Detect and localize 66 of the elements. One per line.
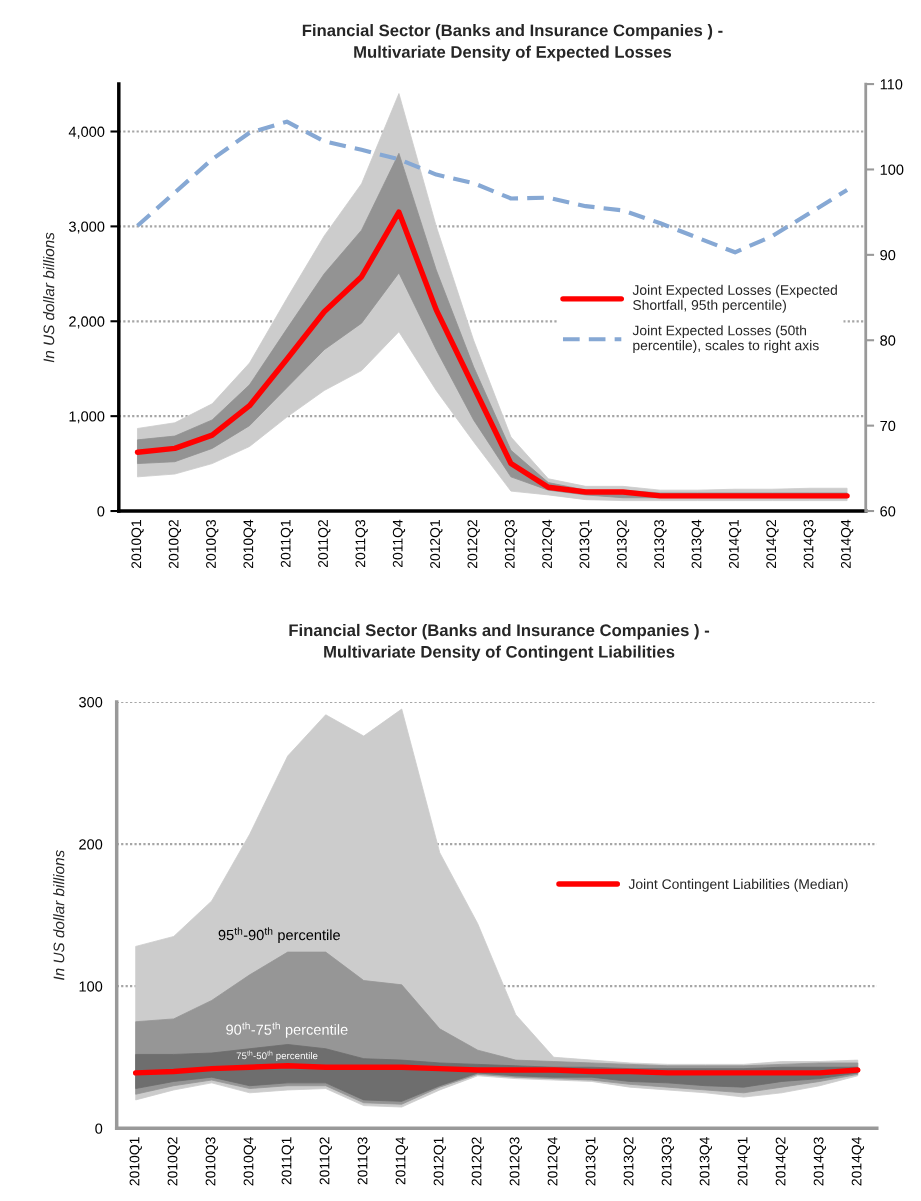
x-tick-label: 2011Q1: [280, 520, 294, 568]
x-tick-label: 2013Q3: [661, 1137, 674, 1186]
y2-tick-label: 90: [880, 249, 896, 261]
y-tick-label: 100: [79, 981, 103, 992]
x-tick-label: 2012Q2: [471, 1137, 484, 1186]
x-tick-label: 2011Q3: [357, 1137, 370, 1185]
y2-tick-label: 80: [880, 335, 896, 346]
x-tick-label: 2013Q2: [616, 520, 630, 569]
x-tick-label: 2010Q2: [167, 1137, 180, 1186]
legend-label: Joint Contingent Liabilities (Median): [628, 878, 848, 892]
x-tick-label: 2013Q1: [585, 1137, 598, 1186]
x-tick-label: 2010Q3: [205, 1137, 218, 1186]
x-tick-label: 2012Q4: [542, 519, 555, 569]
chart-title: Financial Sector (Banks and Insurance Companies ) - Multivariate Density of Contingent Liabilities: [289, 623, 710, 662]
x-tick-label: 2013Q1: [579, 520, 592, 569]
y-tick-label: 3,000: [68, 221, 105, 234]
x-tick-label: 2011Q1: [281, 1137, 294, 1185]
y2-tick-label: 60: [880, 506, 896, 517]
line-series: [135, 119, 850, 255]
annotation: 95$^{th}$-90$^{th}$ percentile: [218, 927, 340, 944]
x-tick-label: 2010Q1: [131, 520, 144, 569]
legend-label: Joint Expected Losses (50th percentile), scales to right axis: [632, 325, 819, 354]
x-tick-label: 2014Q1: [728, 520, 742, 569]
x-tick-label: 2011Q4: [395, 1137, 408, 1185]
y-axis-title: In US dollar billions: [53, 850, 65, 980]
x-tick-label: 2014Q2: [775, 1137, 788, 1186]
x-tick-label: 2012Q1: [433, 1137, 446, 1186]
x-tick-label: 2014Q2: [766, 520, 779, 569]
x-tick-label: 2013Q4: [699, 1137, 712, 1186]
y-axis-title: In US dollar billions: [43, 232, 55, 363]
y-tick-label: 0: [95, 1123, 103, 1134]
x-tick-label: 2012Q3: [504, 519, 518, 569]
x-tick-label: 2010Q4: [243, 1137, 256, 1186]
y2-tick-label: 100: [880, 164, 904, 175]
x-tick-label: 2010Q3: [206, 519, 219, 569]
x-tick-label: 2011Q4: [392, 519, 406, 568]
x-tick-label: 2012Q1: [430, 520, 443, 569]
y2-tick-label: 110: [880, 79, 903, 90]
x-tick-label: 2014Q4: [851, 1137, 864, 1186]
y-tick-label: 1,000: [69, 411, 105, 424]
y2-tick-label: 70: [880, 420, 896, 432]
x-tick-label: 2012Q3: [509, 1137, 522, 1186]
x-tick-label: 2014Q4: [840, 519, 854, 569]
x-tick-label: 2013Q4: [691, 519, 704, 569]
x-tick-label: 2014Q3: [813, 1137, 826, 1186]
x-tick-label: 2013Q2: [623, 1137, 636, 1186]
x-tick-label: 2010Q2: [168, 520, 182, 569]
x-tick-label: 2012Q4: [547, 1137, 560, 1186]
x-tick-label: 2011Q3: [355, 519, 368, 568]
x-tick-label: 2014Q3: [803, 519, 816, 569]
x-tick-label: 2012Q2: [467, 520, 480, 569]
x-tick-label: 2010Q4: [243, 519, 256, 569]
y-tick-label: 2,000: [69, 316, 105, 329]
x-tick-label: 2014Q1: [737, 1137, 750, 1186]
y-tick-label: 4,000: [68, 126, 105, 139]
y-tick-label: 0: [97, 506, 105, 517]
x-tick-label: 2011Q2: [318, 520, 331, 568]
x-tick-label: 2013Q3: [654, 519, 667, 569]
legend-label: Joint Expected Losses (Expected Shortfall, 95th percentile): [632, 284, 837, 313]
x-tick-label: 2010Q1: [129, 1137, 142, 1186]
annotation: 75$^{th}$-50$^{th}$ percentile: [236, 1050, 318, 1062]
y-tick-label: 200: [79, 839, 103, 850]
annotation: 90$^{th}$-75$^{th}$ percentile: [226, 1021, 348, 1038]
x-tick-label: 2011Q2: [319, 1137, 332, 1185]
chart-title: Financial Sector (Banks and Insurance Companies ) - Multivariate Density of Expected Losses: [302, 24, 723, 62]
y-tick-label: 300: [79, 697, 103, 708]
